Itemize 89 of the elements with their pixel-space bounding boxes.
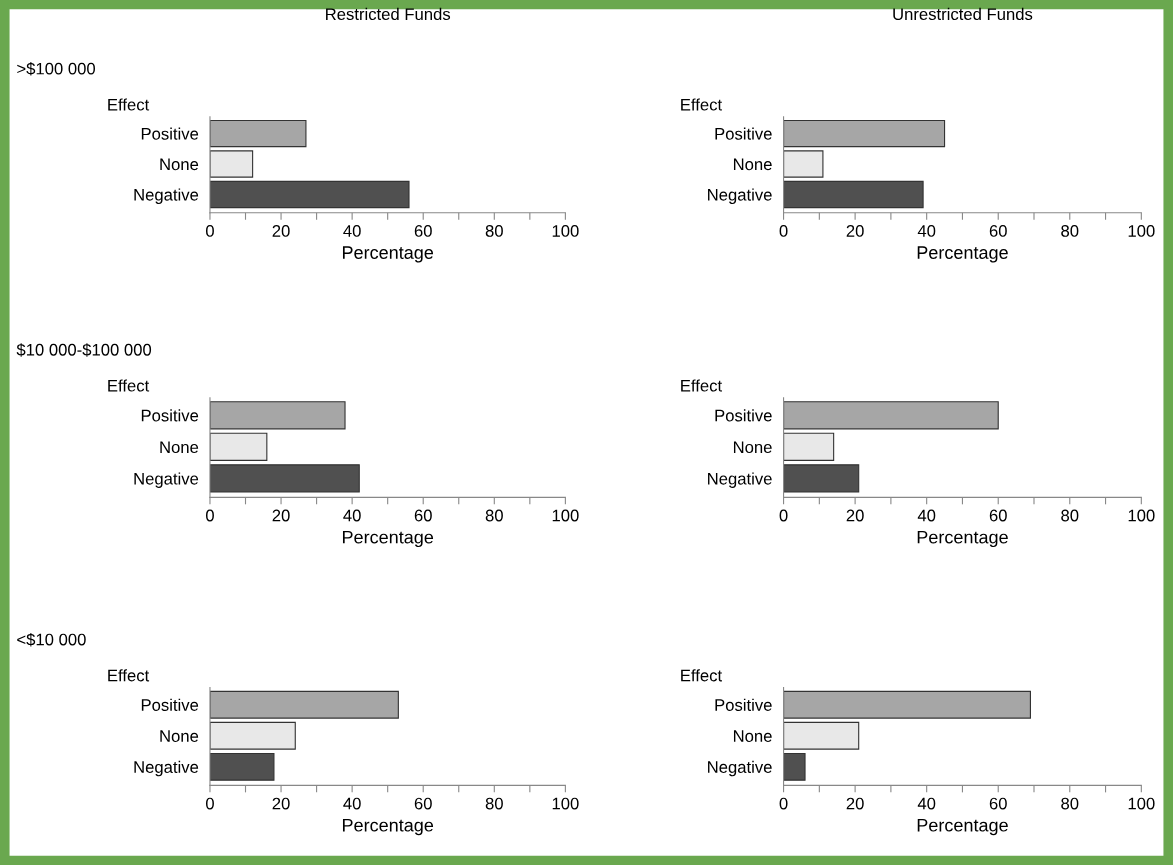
x-axis-title: Percentage [917,530,1008,548]
bar [209,432,268,461]
y-tick-label: None [733,158,772,171]
bar [783,432,835,461]
y-axis-title: Effect [681,98,723,111]
y-tick-label: None [160,158,199,171]
y-tick-label: Positive [141,127,199,140]
bar [209,119,307,148]
x-axis-title: Percentage [917,818,1008,836]
x-axis-title: Percentage [917,246,1008,263]
x-tick-label: 100 [552,225,579,237]
x-tick-label: 20 [272,797,290,810]
bar [209,690,399,719]
x-tick-label: 0 [205,225,214,237]
x-axis-title: Percentage [342,246,434,263]
x-tick-label: 80 [485,509,503,522]
x-tick-label: 100 [1128,225,1155,237]
bar [783,119,946,148]
bar [783,752,806,781]
x-tick-label: 80 [1061,509,1079,522]
x-tick-label: 80 [485,225,503,237]
x-tick-label: 20 [272,509,290,522]
bar [783,180,924,209]
y-tick-label: None [733,441,772,454]
x-tick-label: 40 [343,509,361,522]
y-tick-label: None [733,730,772,742]
x-tick-label: 100 [552,509,579,522]
y-tick-label: None [160,441,199,454]
x-tick-label: 100 [1128,797,1155,810]
x-axis-title: Percentage [342,530,434,548]
bar [209,752,275,781]
text: <$10 000 [17,632,86,647]
x-tick-label: 80 [485,797,503,810]
x-tick-label: 40 [343,225,361,237]
y-tick-label: Negative [134,188,199,204]
y-tick-label: Positive [715,409,772,422]
bar [209,180,410,209]
y-tick-label: None [160,730,199,742]
x-tick-label: 40 [917,797,936,810]
chart-subtitle: $10 000-$100 000 [16,343,152,357]
x-tick-label: 60 [989,225,1007,237]
x-tick-label: 0 [205,509,214,522]
x-tick-label: 0 [205,797,214,810]
x-tick-label: 0 [779,797,788,810]
y-tick-label: Positive [715,698,772,711]
y-tick-label: Negative [708,472,772,488]
chart-title: Unrestricted Funds [893,7,1033,21]
bar [209,150,254,178]
x-tick-label: 20 [272,225,290,237]
y-axis-title: Effect [108,98,150,111]
bar [209,401,346,430]
x-tick-label: 80 [1061,225,1079,237]
bar [783,401,999,430]
x-tick-label: 100 [552,797,579,810]
y-axis-title: Effect [108,669,150,682]
y-axis-title: Effect [681,669,723,682]
x-tick-label: 40 [917,509,936,522]
y-axis-title: Effect [108,379,150,392]
x-tick-label: 60 [414,509,432,522]
x-tick-label: 0 [779,225,788,237]
y-tick-label: Positive [141,409,199,422]
y-tick-label: Negative [134,472,199,488]
x-tick-label: 40 [917,225,936,237]
bar [209,464,360,493]
x-tick-label: 80 [1061,797,1079,810]
bar [783,464,860,493]
bar [209,721,296,750]
y-tick-label: Negative [134,760,199,777]
x-tick-label: 20 [846,797,864,810]
x-tick-label: 60 [414,797,432,810]
x-tick-label: 20 [846,509,864,522]
y-tick-label: Positive [715,127,772,140]
x-tick-label: 40 [343,797,361,810]
text: >$100 000 [17,62,96,76]
y-tick-label: Positive [141,698,199,711]
bar [783,150,824,178]
x-tick-label: 60 [989,797,1007,810]
x-tick-label: 20 [846,225,864,237]
x-tick-label: 100 [1128,509,1155,522]
y-tick-label: Negative [708,760,772,777]
x-tick-label: 0 [779,509,788,522]
bar [783,690,1031,719]
x-axis-title: Percentage [342,818,434,836]
x-tick-label: 60 [989,509,1007,522]
x-tick-label: 60 [414,225,432,237]
bar [783,721,860,750]
y-tick-label: Negative [708,188,772,204]
chart-title: Restricted Funds [326,7,451,21]
y-axis-title: Effect [681,379,723,392]
